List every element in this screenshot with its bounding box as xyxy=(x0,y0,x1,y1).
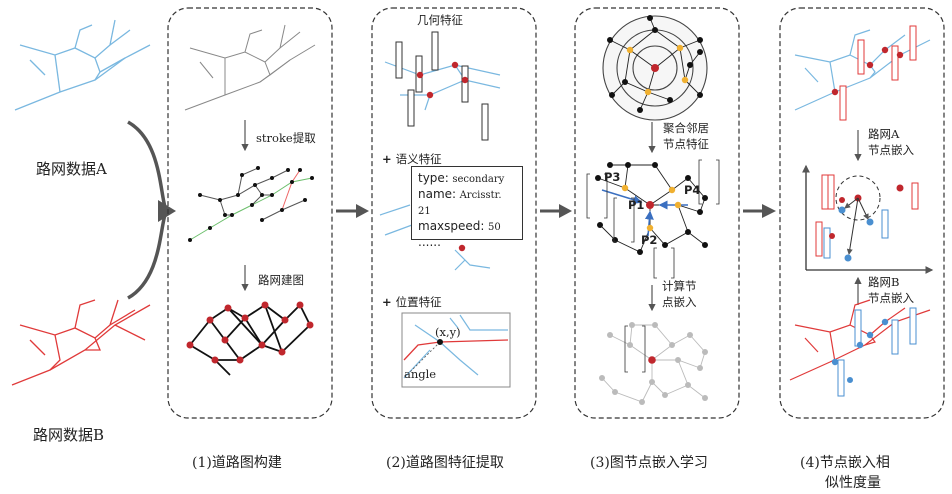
point-coord-label: (x,y) xyxy=(435,325,461,339)
flow-arrows xyxy=(336,204,776,218)
position-feature-label: + 位置特征 xyxy=(382,295,442,309)
panel2-position-box xyxy=(401,312,511,388)
attr-type: type: secondary xyxy=(418,171,505,185)
node-p3-label: P3 xyxy=(604,170,621,184)
panel4-blue-vectors xyxy=(837,307,917,397)
embed-b-label-1: 路网B xyxy=(868,275,900,289)
panel2-geometric-nodes xyxy=(416,61,469,99)
panel1-road-graph-nodes xyxy=(186,301,314,364)
network-b-label: 路网数据B xyxy=(33,426,105,444)
panel3-bottom-bracket xyxy=(624,325,646,373)
aggregate-label-2: 节点特征 xyxy=(663,137,709,151)
road-network-b-red xyxy=(11,299,151,386)
stroke-extract-label: stroke提取 xyxy=(256,131,316,145)
panel1-road-graph-edges xyxy=(189,303,311,376)
panel2-box xyxy=(371,7,537,419)
semantic-attributes-box: type: secondary name: Arcisstr. 21 maxsp… xyxy=(411,166,523,249)
panel3-top-nodes xyxy=(607,15,703,113)
aggregate-label-1: 聚合邻居 xyxy=(663,121,709,135)
panel1-stroke-nodes xyxy=(188,166,314,242)
panel2-semantic-node xyxy=(458,244,466,252)
embed-a-label-1: 路网A xyxy=(868,127,900,141)
panel3-mid-nodes xyxy=(595,162,708,255)
attr-more: ...... xyxy=(418,235,441,249)
merge-arrowhead xyxy=(158,200,176,222)
panel4-caption-1: (4)节点嵌入相 xyxy=(800,455,890,471)
panel2-caption: (2)道路图特征提取 xyxy=(386,455,504,471)
embed-b-label-2: 节点嵌入 xyxy=(868,291,914,305)
node-p2-label: P2 xyxy=(641,233,658,247)
panel3-vector-brackets xyxy=(586,159,720,279)
panel4-network-a-nodes xyxy=(831,46,904,96)
panel4-embedding-space xyxy=(802,164,934,274)
panel2-feature-vectors xyxy=(395,31,489,141)
panel4-red-vectors xyxy=(839,25,917,121)
network-a-label: 路网数据A xyxy=(36,160,107,178)
panel4-network-b-nodes xyxy=(831,318,889,383)
panel3-box xyxy=(574,7,740,419)
compute-label-1: 计算节 xyxy=(662,279,697,293)
panel3-caption: (3)图节点嵌入学习 xyxy=(590,455,708,471)
panel1-caption: (1)道路图构建 xyxy=(192,455,282,471)
panel4-caption-2: 似性度量 xyxy=(825,475,881,491)
node-p4-label: P4 xyxy=(684,183,701,197)
compute-label-2: 点嵌入 xyxy=(662,295,697,309)
embed-a-label-2: 节点嵌入 xyxy=(868,143,914,157)
merge-arrows xyxy=(127,120,167,300)
panel3-bottom-nodes xyxy=(599,322,708,405)
semantic-feature-label: + 语义特征 xyxy=(382,152,442,166)
geometric-feature-label: 几何特征 xyxy=(417,13,463,27)
panel4-box xyxy=(779,7,945,419)
panel1-box xyxy=(167,7,333,419)
panel3-mid-arrows xyxy=(601,189,688,237)
angle-label: angle xyxy=(404,367,437,381)
node-p1-label: P1 xyxy=(628,198,645,212)
graph-build-label: 路网建图 xyxy=(258,273,304,287)
road-network-a-blue xyxy=(14,19,151,111)
panel2-semantic-roads xyxy=(379,204,491,271)
panel1-gray-network xyxy=(184,24,316,111)
attr-name: name: Arcisstr. 21 xyxy=(418,187,502,217)
attr-maxspeed: maxspeed: 50 xyxy=(418,219,501,233)
